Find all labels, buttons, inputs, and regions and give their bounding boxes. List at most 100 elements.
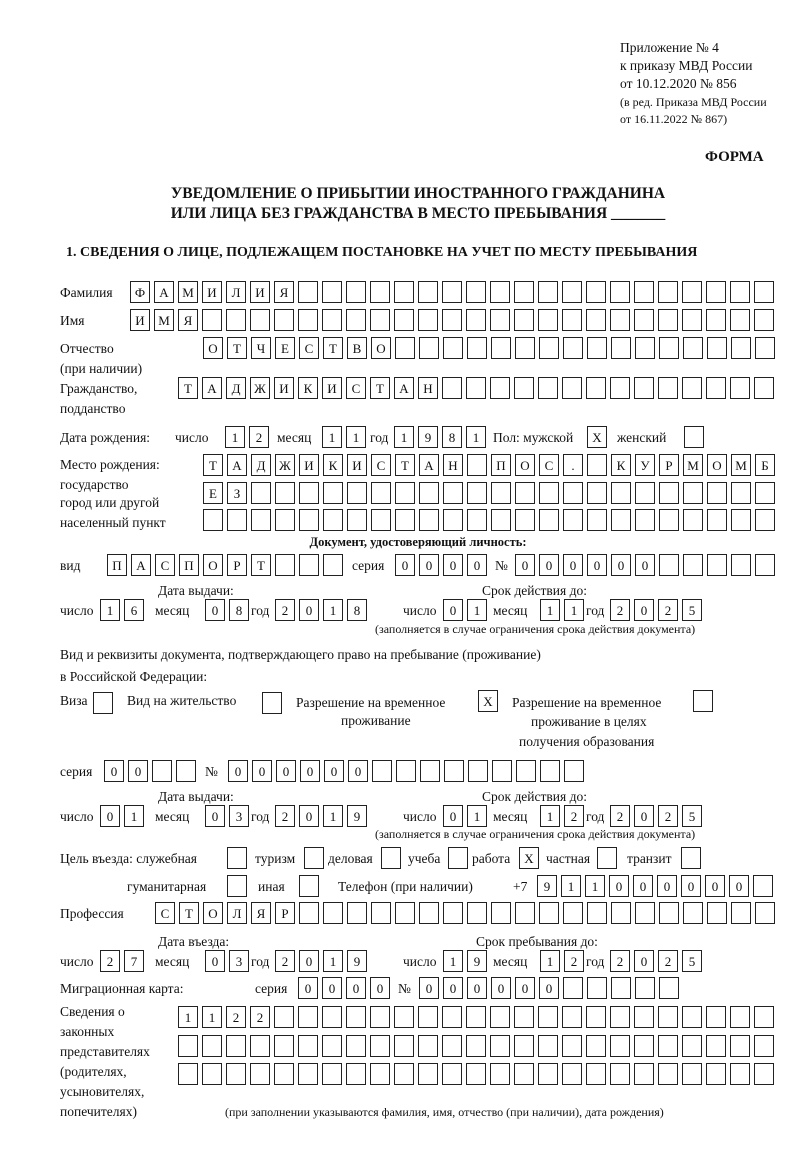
char-cell[interactable] bbox=[298, 1006, 318, 1028]
checkbox-cell[interactable] bbox=[227, 847, 247, 869]
purpose-tourism-checkbox[interactable] bbox=[304, 847, 324, 869]
char-cell[interactable]: И bbox=[274, 377, 294, 399]
char-cell[interactable] bbox=[562, 377, 582, 399]
char-cell[interactable]: 9 bbox=[537, 875, 557, 897]
char-cell[interactable]: О bbox=[203, 554, 223, 576]
checkbox-cell[interactable] bbox=[227, 875, 247, 897]
char-cell[interactable] bbox=[683, 509, 703, 531]
char-cell[interactable]: Т bbox=[395, 454, 415, 476]
char-cell[interactable] bbox=[635, 977, 655, 999]
char-cell[interactable] bbox=[346, 1006, 366, 1028]
residence-checkbox[interactable] bbox=[262, 692, 282, 714]
char-cell[interactable]: 1 bbox=[443, 950, 463, 972]
char-cell[interactable]: 0 bbox=[128, 760, 148, 782]
char-cell[interactable]: 0 bbox=[491, 977, 511, 999]
char-cell[interactable]: 0 bbox=[681, 875, 701, 897]
checkbox-cell[interactable] bbox=[262, 692, 282, 714]
char-cell[interactable] bbox=[658, 1063, 678, 1085]
char-cell[interactable] bbox=[394, 309, 414, 331]
char-cell[interactable] bbox=[634, 1063, 654, 1085]
char-cell[interactable]: 0 bbox=[539, 977, 559, 999]
char-cell[interactable] bbox=[178, 1063, 198, 1085]
char-cell[interactable] bbox=[731, 554, 751, 576]
char-cell[interactable] bbox=[682, 309, 702, 331]
char-cell[interactable] bbox=[611, 902, 631, 924]
char-cell[interactable] bbox=[755, 337, 775, 359]
char-cell[interactable]: А bbox=[394, 377, 414, 399]
char-cell[interactable]: М bbox=[731, 454, 751, 476]
char-cell[interactable] bbox=[202, 1063, 222, 1085]
char-cell[interactable] bbox=[516, 760, 536, 782]
char-cell[interactable]: 1 bbox=[466, 426, 486, 448]
char-cell[interactable] bbox=[658, 377, 678, 399]
char-cell[interactable] bbox=[586, 309, 606, 331]
char-cell[interactable]: 5 bbox=[682, 950, 702, 972]
char-cell[interactable]: В bbox=[347, 337, 367, 359]
char-cell[interactable] bbox=[706, 1063, 726, 1085]
char-cell[interactable] bbox=[707, 509, 727, 531]
char-cell[interactable]: О bbox=[515, 454, 535, 476]
char-cell[interactable] bbox=[490, 1063, 510, 1085]
char-cell[interactable]: Д bbox=[226, 377, 246, 399]
char-cell[interactable]: 0 bbox=[657, 875, 677, 897]
purpose-other-checkbox[interactable] bbox=[299, 875, 319, 897]
char-cell[interactable] bbox=[587, 902, 607, 924]
char-cell[interactable] bbox=[347, 509, 367, 531]
char-cell[interactable]: 0 bbox=[370, 977, 390, 999]
char-cell[interactable]: 2 bbox=[275, 950, 295, 972]
char-cell[interactable]: 2 bbox=[226, 1006, 246, 1028]
char-cell[interactable] bbox=[298, 281, 318, 303]
char-cell[interactable]: 0 bbox=[205, 950, 225, 972]
char-cell[interactable] bbox=[298, 1035, 318, 1057]
char-cell[interactable] bbox=[683, 902, 703, 924]
char-cell[interactable] bbox=[755, 509, 775, 531]
char-cell[interactable]: 0 bbox=[346, 977, 366, 999]
char-cell[interactable] bbox=[586, 281, 606, 303]
char-cell[interactable] bbox=[755, 482, 775, 504]
char-cell[interactable] bbox=[323, 902, 343, 924]
char-cell[interactable]: 2 bbox=[658, 805, 678, 827]
char-cell[interactable] bbox=[539, 482, 559, 504]
char-cell[interactable]: 0 bbox=[348, 760, 368, 782]
char-cell[interactable] bbox=[754, 377, 774, 399]
char-cell[interactable]: 0 bbox=[705, 875, 725, 897]
char-cell[interactable] bbox=[634, 309, 654, 331]
char-cell[interactable] bbox=[538, 309, 558, 331]
char-cell[interactable] bbox=[371, 509, 391, 531]
char-cell[interactable] bbox=[466, 1035, 486, 1057]
char-cell[interactable] bbox=[706, 309, 726, 331]
char-cell[interactable] bbox=[610, 1063, 630, 1085]
sex-female-checkbox[interactable] bbox=[684, 426, 704, 448]
char-cell[interactable]: 1 bbox=[540, 599, 560, 621]
char-cell[interactable]: А bbox=[131, 554, 151, 576]
char-cell[interactable] bbox=[514, 1063, 534, 1085]
char-cell[interactable] bbox=[753, 875, 773, 897]
char-cell[interactable] bbox=[323, 482, 343, 504]
char-cell[interactable] bbox=[514, 377, 534, 399]
char-cell[interactable]: 0 bbox=[515, 554, 535, 576]
checkbox-cell[interactable] bbox=[681, 847, 701, 869]
trp-checkbox[interactable]: X bbox=[478, 690, 498, 712]
checkbox-cell[interactable] bbox=[93, 692, 113, 714]
char-cell[interactable] bbox=[707, 902, 727, 924]
char-cell[interactable]: 2 bbox=[564, 950, 584, 972]
char-cell[interactable] bbox=[540, 760, 560, 782]
char-cell[interactable]: 9 bbox=[418, 426, 438, 448]
char-cell[interactable] bbox=[418, 1063, 438, 1085]
char-cell[interactable] bbox=[347, 902, 367, 924]
char-cell[interactable] bbox=[515, 902, 535, 924]
char-cell[interactable]: 1 bbox=[323, 599, 343, 621]
char-cell[interactable]: Т bbox=[323, 337, 343, 359]
char-cell[interactable]: 0 bbox=[611, 554, 631, 576]
